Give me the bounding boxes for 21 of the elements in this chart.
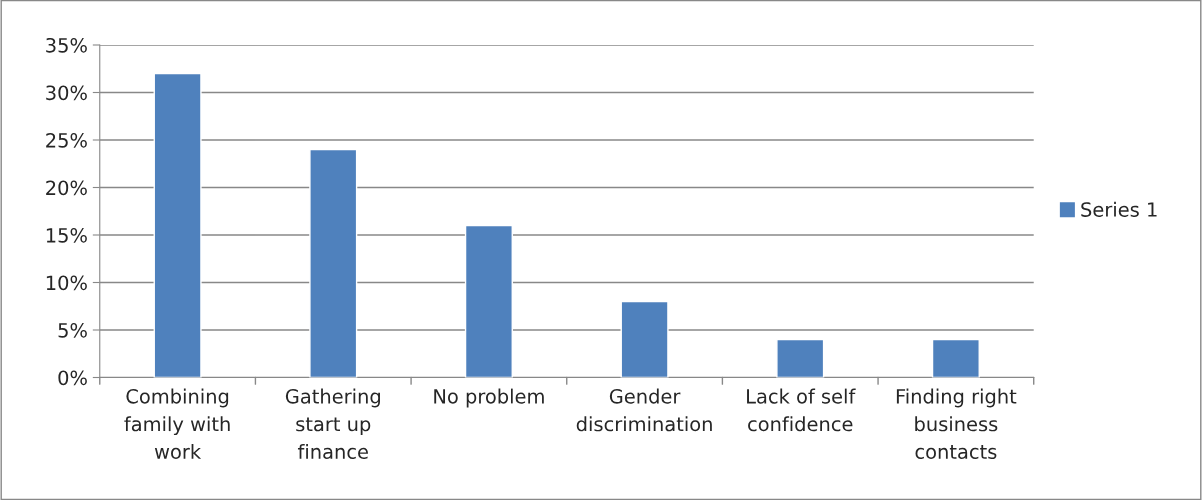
y-tick-label: 0%: [58, 370, 87, 386]
bar: [464, 224, 513, 378]
bar: [153, 72, 202, 378]
x-tick-label: Gathering start up finance: [285, 388, 380, 460]
bar: [309, 148, 358, 378]
y-tick-label: 10%: [46, 275, 87, 291]
y-tick-label: 5%: [58, 322, 87, 338]
x-tick-label: No problem: [434, 388, 544, 408]
y-tick-label: 25%: [46, 132, 87, 148]
bar: [620, 300, 669, 378]
x-tick-label: Finding right business contacts: [896, 388, 1017, 460]
y-tick-label: 20%: [46, 180, 87, 196]
x-tick-label: Gender discrimination: [576, 388, 712, 432]
bar: [776, 338, 825, 378]
x-tick-label: Lack of self confidence: [747, 388, 856, 432]
legend-label: Series 1: [1081, 201, 1157, 217]
x-tick-label: Combining family with work: [124, 388, 230, 460]
y-tick-label: 35%: [46, 37, 87, 53]
y-tick-label: 30%: [46, 85, 87, 101]
y-tick-label: 15%: [46, 227, 87, 243]
bar: [931, 338, 980, 378]
